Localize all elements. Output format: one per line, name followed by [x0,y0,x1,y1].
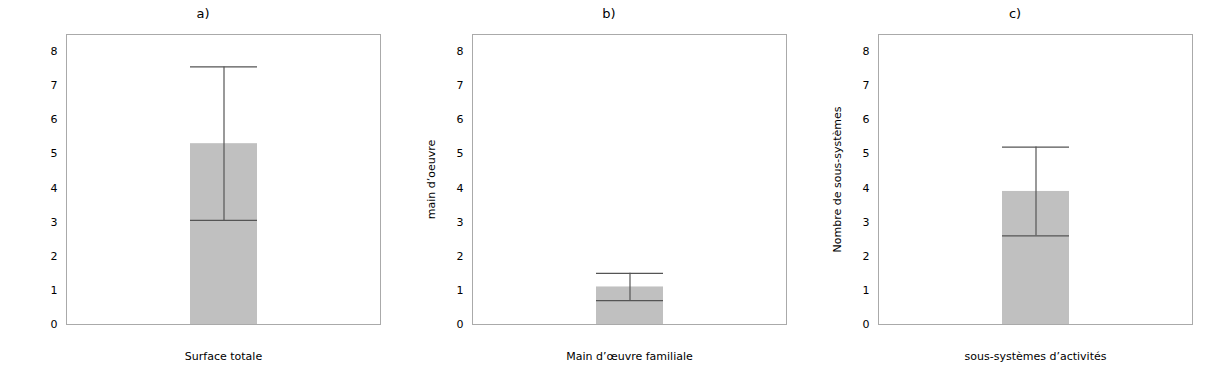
svg-text:8: 8 [51,45,58,58]
svg-text:5: 5 [863,147,870,160]
svg-text:2: 2 [457,250,464,263]
svg-text:3: 3 [51,216,58,229]
svg-text:main d’oeuvre: main d’oeuvre [425,140,438,220]
svg-text:3: 3 [863,216,870,229]
svg-text:5: 5 [51,147,58,160]
svg-text:7: 7 [51,79,58,92]
svg-text:8: 8 [863,45,870,58]
html-text:a): a) [196,6,210,21]
svg-text:1: 1 [457,284,464,297]
html-text:c): c) [1008,6,1022,21]
svg-text:Main d’œuvre familiale: Main d’œuvre familiale [566,350,693,363]
svg-text:6: 6 [51,113,58,126]
svg-text:sous-systèmes d’activités: sous-systèmes d’activités [965,350,1107,363]
svg-text:6: 6 [457,113,464,126]
svg-text:0: 0 [51,318,58,331]
svg-text:Nombre de sous-systèmes: Nombre de sous-systèmes [831,106,844,252]
svg-text:5: 5 [457,147,464,160]
svg-text:4: 4 [51,182,58,195]
svg-text:1: 1 [51,284,58,297]
svg-text:6: 6 [863,113,870,126]
svg-text:Surface totale: Surface totale [185,350,263,363]
svg-text:7: 7 [457,79,464,92]
svg-text:1: 1 [863,284,870,297]
svg-text:8: 8 [457,45,464,58]
svg-text:2: 2 [51,250,58,263]
svg-text:0: 0 [863,318,870,331]
svg-text:0: 0 [457,318,464,331]
svg-text:2: 2 [863,250,870,263]
svg-text:4: 4 [863,182,870,195]
svg-text:7: 7 [863,79,870,92]
svg-text:3: 3 [457,216,464,229]
html-text:b): b) [602,6,616,21]
svg-text:4: 4 [457,182,464,195]
